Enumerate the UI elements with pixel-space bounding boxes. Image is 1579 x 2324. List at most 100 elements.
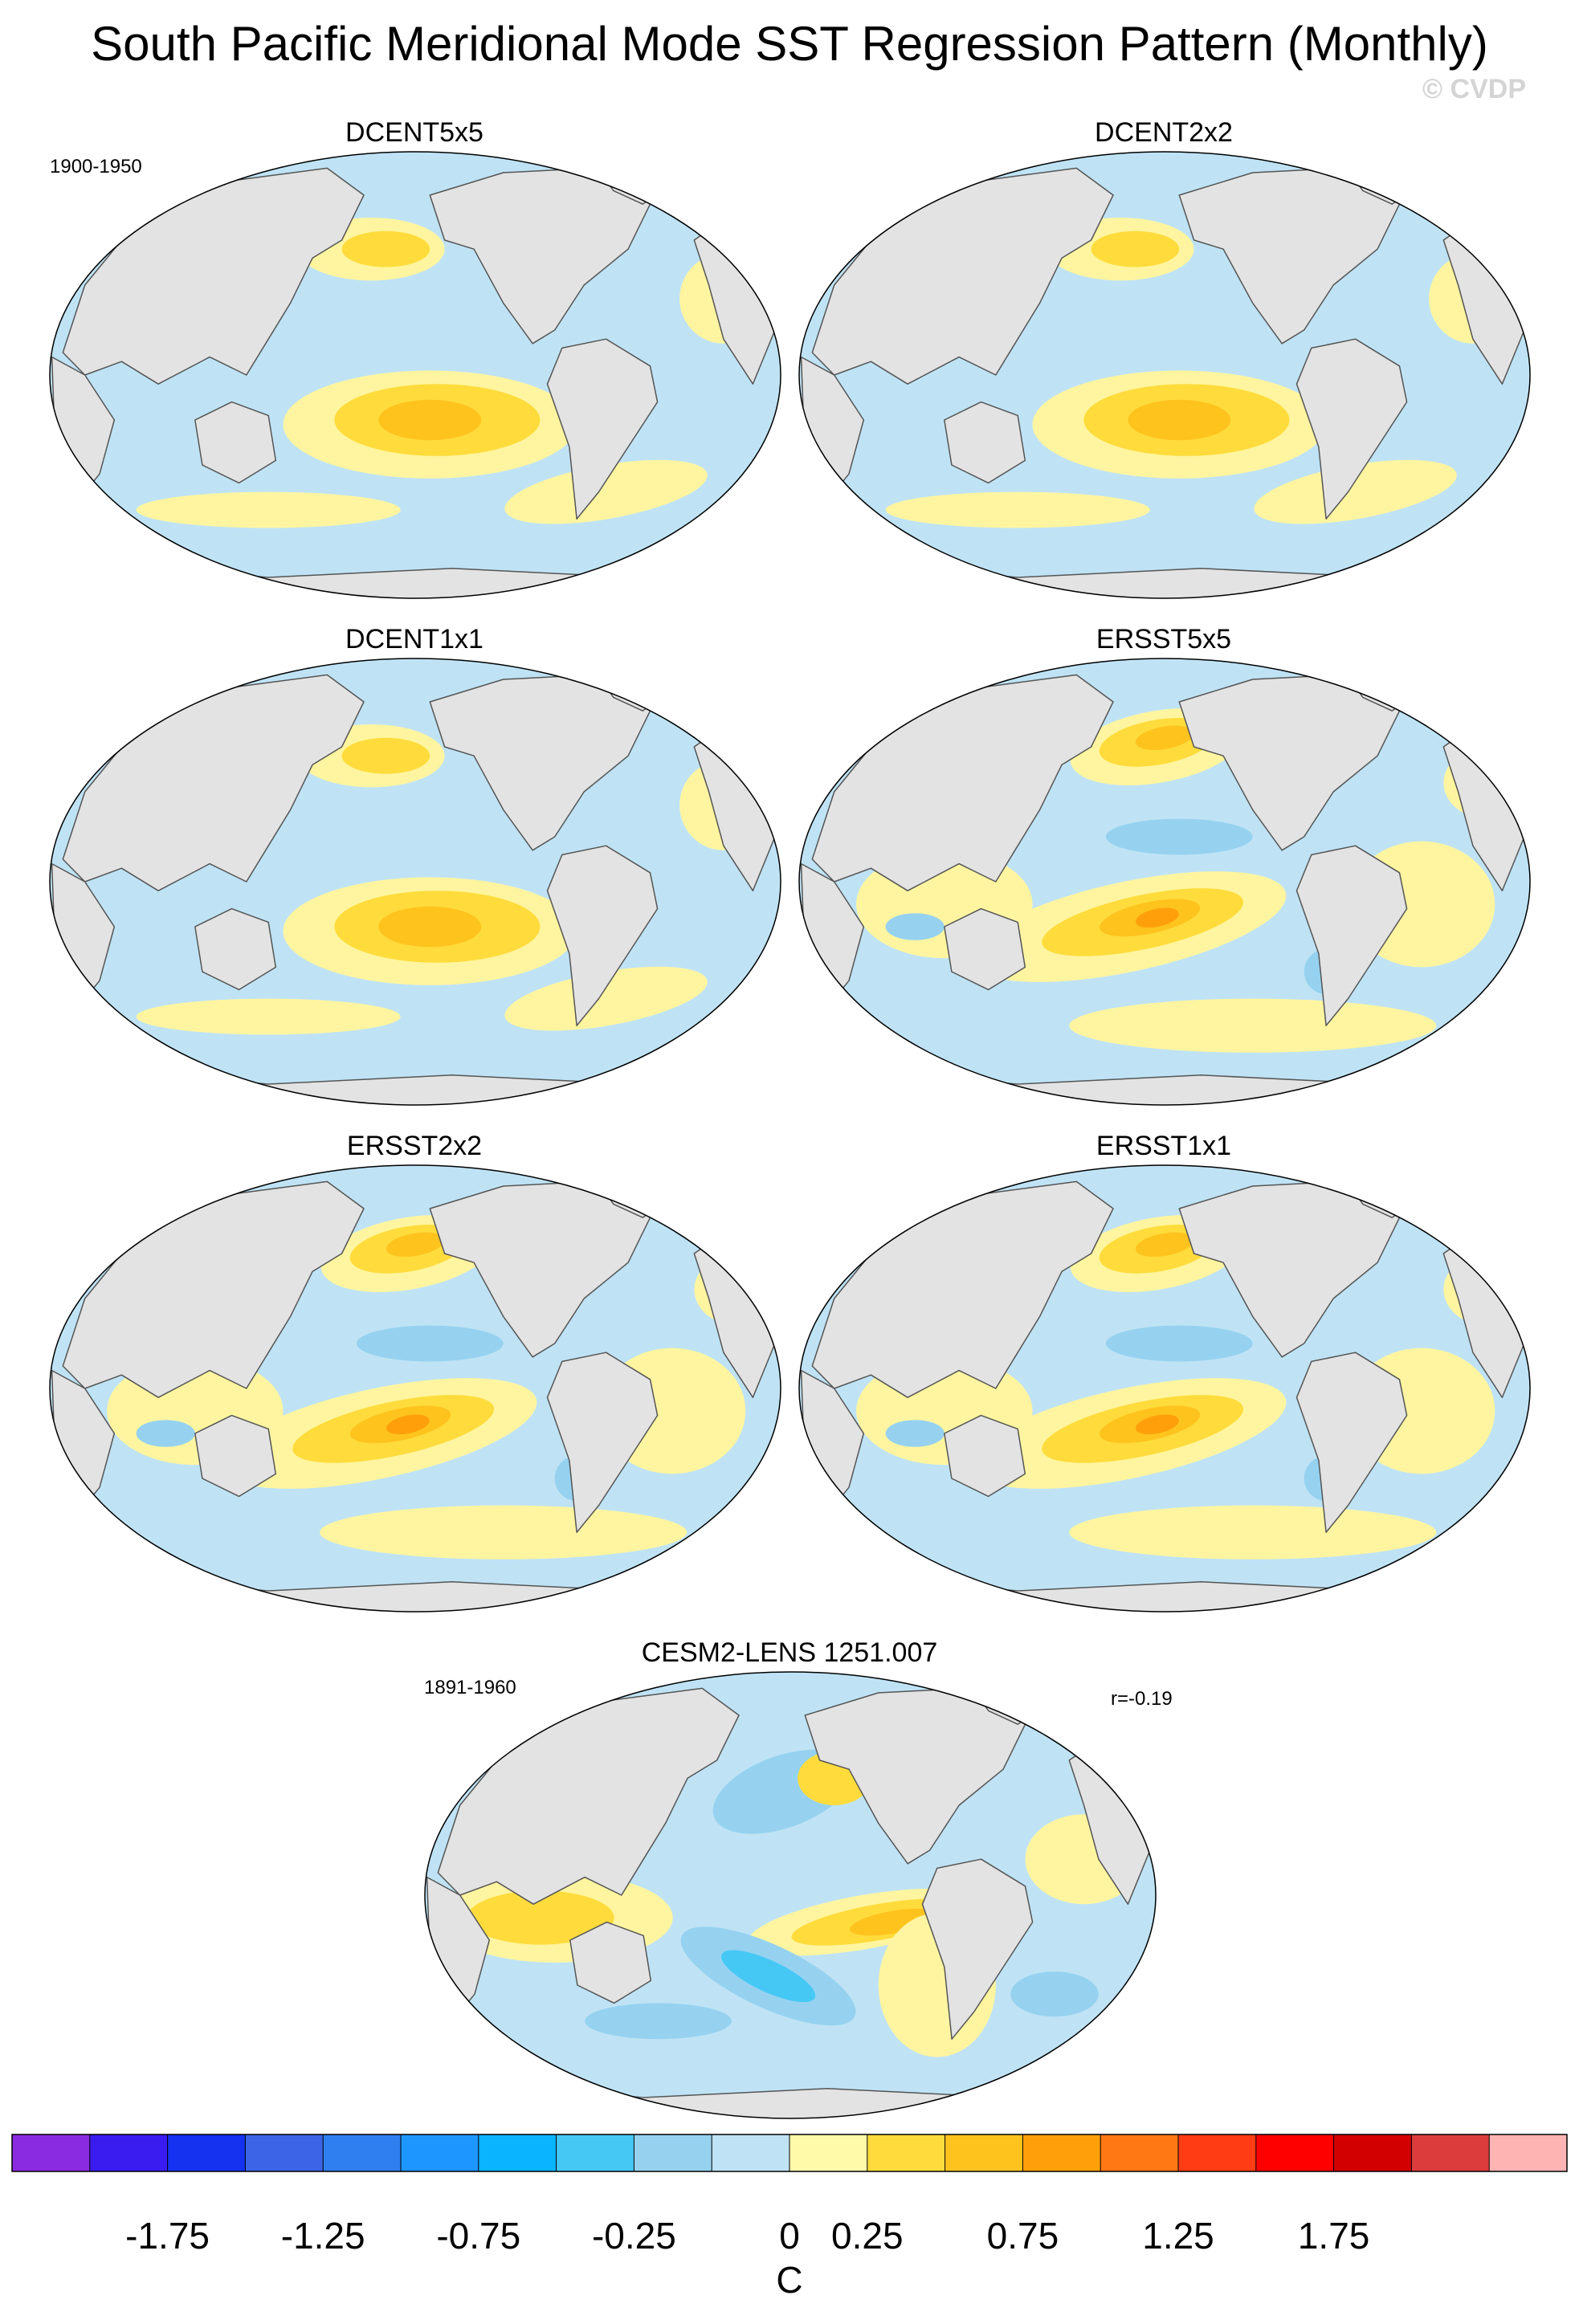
colorbar-tick-label: -0.25 bbox=[591, 2215, 676, 2257]
anomaly-region-neg_mid bbox=[1105, 818, 1253, 855]
colorbar-swatch bbox=[12, 2134, 91, 2171]
anomaly-region-pos_mid bbox=[341, 737, 430, 774]
land-samerica bbox=[546, 845, 659, 1026]
land-samerica bbox=[921, 1858, 1034, 2040]
colorbar-swatch bbox=[1178, 2134, 1257, 2171]
anomaly-region-pos_strong bbox=[1135, 725, 1194, 750]
anomaly-region-neg_mid bbox=[136, 1420, 195, 1447]
panel-title-dcent2x2: DCENT2x2 bbox=[1095, 117, 1233, 148]
map-dcent1x1 bbox=[49, 658, 781, 1106]
colorbar-swatch bbox=[790, 2134, 868, 2171]
land-samerica bbox=[1295, 1352, 1408, 1533]
map-dcent2x2 bbox=[798, 151, 1531, 599]
colorbar-tick-label: 1.75 bbox=[1297, 2215, 1370, 2257]
land-australia bbox=[194, 907, 277, 991]
panel-period-dcent5x5: 1900-1950 bbox=[50, 156, 142, 177]
anomaly-region-neg_strong bbox=[721, 1950, 816, 2003]
colorbar-tick-label: 1.25 bbox=[1142, 2215, 1214, 2257]
anomaly-region-pos_strong bbox=[378, 399, 482, 441]
anomaly-region-pos_peak bbox=[386, 1414, 430, 1435]
land-australia bbox=[944, 907, 1026, 991]
panel-title-ersst2x2: ERSST2x2 bbox=[346, 1131, 483, 1161]
land-australia bbox=[194, 401, 277, 484]
anomaly-region-pos_light bbox=[1254, 459, 1457, 524]
anomaly-region-neg_mid bbox=[885, 913, 945, 940]
anomaly-region-pos_strong bbox=[1135, 1232, 1194, 1257]
colorbar-swatch bbox=[712, 2134, 790, 2171]
land-samerica bbox=[546, 338, 659, 520]
colorbar-tick-label: 0 bbox=[779, 2215, 800, 2257]
land-samerica bbox=[1295, 845, 1408, 1026]
map-outline bbox=[798, 151, 1531, 599]
map-outline bbox=[424, 1671, 1157, 2119]
anomaly-region-pos_light bbox=[1069, 1505, 1437, 1560]
map-cesm2-lens bbox=[424, 1671, 1157, 2119]
map-outline bbox=[49, 151, 781, 599]
anomaly-region-neg_mid bbox=[1105, 1325, 1253, 1362]
anomaly-region-pos_light bbox=[504, 966, 708, 1031]
anomaly-region-pos_mid bbox=[467, 1890, 614, 1945]
anomaly-region-pos_strong bbox=[1128, 399, 1231, 441]
colorbar-swatch bbox=[1333, 2134, 1412, 2171]
colorbar-swatch bbox=[245, 2134, 324, 2171]
land-samerica bbox=[546, 1352, 659, 1533]
colorbar-swatch bbox=[1100, 2134, 1179, 2171]
map-ersst1x1 bbox=[798, 1164, 1531, 1613]
anomaly-region-pos_strong bbox=[386, 1232, 445, 1257]
anomaly-region-neg_mid bbox=[356, 1325, 504, 1362]
map-dcent5x5 bbox=[49, 151, 781, 599]
colorbar-swatch bbox=[945, 2134, 1023, 2171]
map-outline bbox=[798, 658, 1531, 1106]
anomaly-region-pos_strong bbox=[378, 906, 482, 948]
anomaly-region-pos_strong bbox=[849, 1908, 937, 1936]
colorbar bbox=[11, 2134, 1568, 2172]
colorbar-swatch bbox=[867, 2134, 946, 2171]
anomaly-region-neg_mid bbox=[585, 2003, 732, 2040]
colorbar-swatch bbox=[323, 2134, 402, 2171]
colorbar-tick-label: -1.25 bbox=[280, 2215, 365, 2257]
panel-title-cesm2-lens: CESM2-LENS 1251.007 bbox=[641, 1637, 938, 1668]
anomaly-region-pos_peak bbox=[1135, 907, 1179, 928]
anomaly-region-pos_light bbox=[504, 459, 708, 524]
land-samerica bbox=[1295, 338, 1408, 520]
map-ersst5x5 bbox=[798, 658, 1531, 1106]
anomaly-region-pos_light bbox=[320, 1505, 687, 1560]
land-australia bbox=[944, 401, 1026, 484]
anomaly-region-pos_mid bbox=[1091, 230, 1180, 267]
colorbar-unit: C bbox=[776, 2259, 803, 2301]
anomaly-region-neg_mid bbox=[1010, 1971, 1099, 2017]
anomaly-region-neg_mid bbox=[885, 1420, 945, 1447]
panel-title-ersst1x1: ERSST1x1 bbox=[1096, 1131, 1232, 1161]
land-australia bbox=[569, 1921, 652, 2004]
anomaly-region-pos_light bbox=[1069, 998, 1437, 1053]
anomaly-region-pos_light bbox=[885, 491, 1150, 528]
map-outline bbox=[49, 658, 781, 1106]
colorbar-swatch bbox=[634, 2134, 712, 2171]
figure-title: South Pacific Meridional Mode SST Regres… bbox=[91, 17, 1488, 71]
colorbar-tick-label: -0.75 bbox=[436, 2215, 521, 2257]
panel-title-ersst5x5: ERSST5x5 bbox=[1096, 624, 1232, 654]
colorbar-swatch bbox=[1411, 2134, 1490, 2171]
panel-period-cesm2-lens: 1891-1960 bbox=[424, 1677, 516, 1698]
panel-pattern-correlation: r=-0.19 bbox=[1111, 1688, 1173, 1710]
map-ersst2x2 bbox=[49, 1164, 781, 1613]
land-australia bbox=[944, 1414, 1026, 1498]
map-outline bbox=[49, 1164, 781, 1613]
colorbar-swatch bbox=[401, 2134, 479, 2171]
cvdp-credit: © CVDP bbox=[1422, 74, 1526, 104]
anomaly-region-pos_light bbox=[136, 491, 401, 528]
colorbar-swatch bbox=[167, 2134, 246, 2171]
anomaly-region-pos_mid bbox=[341, 230, 430, 267]
panel-title-dcent5x5: DCENT5x5 bbox=[345, 117, 483, 148]
colorbar-swatch bbox=[478, 2134, 557, 2171]
land-australia bbox=[194, 1414, 277, 1498]
colorbar-swatch bbox=[1255, 2134, 1335, 2171]
colorbar-swatch bbox=[1489, 2134, 1568, 2171]
colorbar-swatch bbox=[89, 2134, 169, 2171]
panel-title-dcent1x1: DCENT1x1 bbox=[345, 624, 483, 654]
colorbar-swatch bbox=[1022, 2134, 1101, 2171]
colorbar-swatch bbox=[556, 2134, 634, 2171]
anomaly-region-pos_peak bbox=[1135, 1414, 1179, 1435]
anomaly-region-pos_light bbox=[136, 998, 401, 1035]
colorbar-tick-label: -1.75 bbox=[125, 2215, 210, 2257]
